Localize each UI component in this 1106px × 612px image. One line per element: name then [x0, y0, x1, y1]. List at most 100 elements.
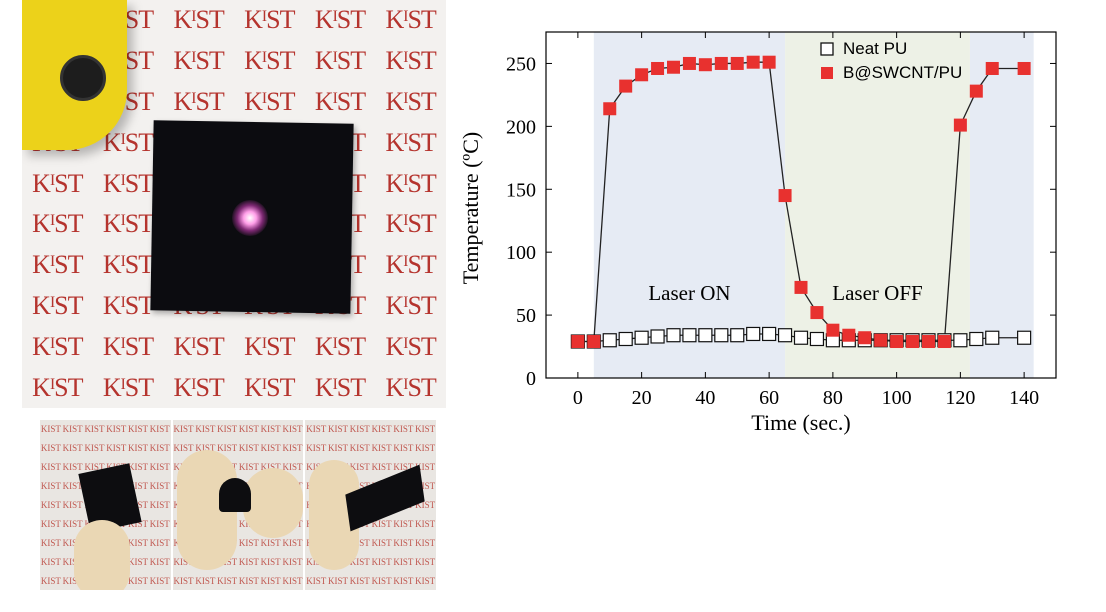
- legend: Neat PU B@SWCNT/PU: [820, 39, 962, 82]
- data-point: [794, 280, 808, 294]
- kist-logo: KIST: [62, 443, 83, 454]
- kist-logo: KIST: [128, 556, 148, 567]
- series-line: [577, 333, 1025, 343]
- data-point: [698, 58, 712, 72]
- kist-logo: KᴵST: [314, 46, 366, 76]
- y-tick-label: 0: [526, 368, 536, 390]
- data-point: [682, 328, 697, 343]
- legend-marker: [820, 42, 834, 56]
- kist-logo: KᴵST: [385, 86, 437, 116]
- kist-logo: KIST: [149, 537, 170, 548]
- kist-logo: KᴵST: [244, 331, 295, 361]
- kist-logo: KIST: [149, 481, 170, 492]
- data-point: [810, 306, 824, 320]
- data-point: [969, 84, 983, 98]
- data-point: [730, 328, 745, 343]
- kist-logo: KᴵST: [314, 331, 366, 361]
- kist-logo: KᴵST: [314, 372, 366, 402]
- kist-logo: KIST: [349, 575, 370, 586]
- kist-logo: KIST: [173, 575, 194, 586]
- kist-logo: KᴵST: [102, 209, 154, 239]
- kist-logo: KIST: [128, 424, 148, 435]
- x-tick-label: 40: [695, 387, 715, 409]
- data-point: [730, 56, 744, 70]
- photo-panel-flat: KIST KIST KIST KIST KIST KIST KIST KIST KIST KIST…: [40, 420, 171, 590]
- x-tick-label: 60: [759, 387, 779, 409]
- x-tick-label: 0: [573, 387, 583, 409]
- kist-logo: KIST: [40, 443, 61, 454]
- kist-logo: KIST: [260, 556, 281, 567]
- kist-logo: KIST: [40, 424, 61, 435]
- kist-logo: KIST: [106, 443, 127, 454]
- laser-lens: [60, 55, 106, 101]
- kist-logo: KᴵST: [314, 86, 366, 116]
- data-point: [587, 335, 601, 349]
- kist-logo: KᴵST: [244, 46, 295, 76]
- photo-panel-bent: KIST KIST KIST KIST KIST KIST KIST KIST KIST KIST…: [172, 420, 304, 590]
- kist-logo: KIST: [371, 556, 392, 567]
- kist-logo: KIST: [84, 424, 105, 435]
- kist-logo: KIST: [393, 462, 414, 473]
- kist-logo: KIST: [238, 556, 259, 567]
- kist-logo: KᴵST: [32, 331, 83, 361]
- kist-logo: KIST: [371, 462, 392, 473]
- kist-logo: KᴵST: [385, 168, 437, 198]
- kist-logo: KIST: [149, 556, 170, 567]
- kist-logo: KIST: [349, 537, 370, 548]
- kist-logo: KIST: [349, 462, 370, 473]
- kist-logo: KIST: [40, 575, 61, 586]
- kist-logo: KIST: [238, 575, 259, 586]
- data-point: [1017, 61, 1031, 75]
- kist-logo: KIST: [173, 443, 194, 454]
- data-point: [603, 102, 617, 116]
- x-tick-label: 100: [882, 387, 912, 409]
- glove-hand: [74, 520, 130, 590]
- kist-logo: KᴵST: [385, 290, 437, 320]
- shaded-region: [969, 32, 1034, 378]
- photo-panel-twisted: KIST KIST KIST KIST KIST KIST KIST KIST KIST KIST…: [305, 420, 437, 590]
- legend-marker: [821, 67, 833, 79]
- data-point: [602, 333, 617, 348]
- kist-logo: KᴵST: [173, 372, 225, 402]
- kist-logo: KIST: [173, 424, 194, 435]
- kist-logo: KIST: [393, 443, 414, 454]
- kist-logo: KIST: [349, 481, 370, 492]
- data-point: [762, 326, 777, 342]
- data-point: [746, 55, 760, 69]
- kist-logo: KᴵST: [244, 86, 295, 116]
- x-tick-label: 140: [1009, 387, 1039, 409]
- kist-logo: KIST: [62, 462, 83, 473]
- kist-logo: KIST: [217, 424, 238, 435]
- data-point: [842, 328, 856, 342]
- kist-logo: KᴵST: [385, 5, 437, 35]
- data-point: [714, 56, 728, 70]
- kist-logo: KIST: [260, 458, 282, 477]
- kist-logo: KIST: [393, 575, 414, 586]
- kist-logo: KIST: [62, 499, 83, 510]
- kist-logo: KIST: [328, 575, 348, 586]
- kist-logo: KᴵST: [102, 250, 154, 280]
- data-point: [714, 328, 729, 343]
- data-point: [635, 68, 649, 82]
- kist-logo: KIST: [238, 537, 259, 548]
- kist-logo: KIST: [282, 556, 303, 567]
- kist-logo: KIST: [195, 424, 216, 435]
- kist-logo: KIST: [415, 556, 436, 567]
- kist-logo: KIST: [306, 424, 327, 435]
- data-point: [793, 330, 809, 345]
- data-point: [762, 55, 776, 69]
- kist-logo: KIST: [282, 443, 303, 454]
- kist-logo: KIST: [195, 575, 216, 586]
- data-point: [682, 56, 696, 70]
- kist-logo: KIST: [238, 462, 259, 473]
- kist-logo: KᴵST: [32, 209, 83, 239]
- kist-logo: KIST: [393, 537, 414, 548]
- chart-svg: 0 20 40 60 80 100 120 140 0 50 100 150 200 250 Time …: [458, 31, 1057, 435]
- data-point: [969, 331, 984, 347]
- y-tick-label: 100: [506, 242, 536, 264]
- kist-logo: KᴵST: [173, 5, 225, 35]
- kist-logo: KIST: [62, 481, 83, 492]
- kist-logo: KIST: [238, 443, 259, 454]
- kist-logo: KIST: [415, 443, 436, 454]
- kist-logo: KIST: [393, 518, 414, 529]
